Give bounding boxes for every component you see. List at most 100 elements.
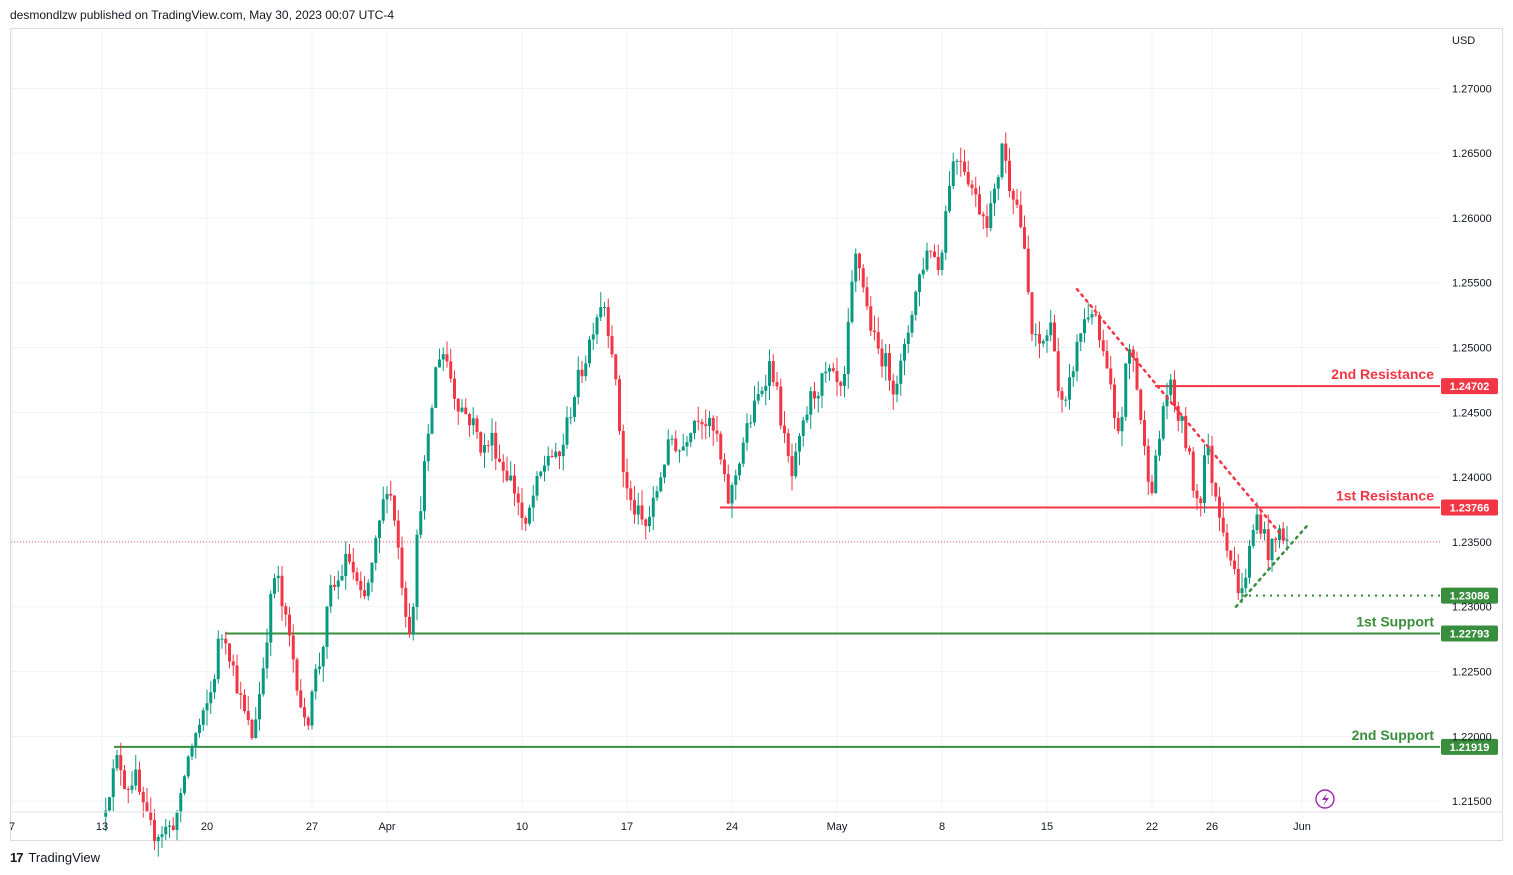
candle-body bbox=[1124, 363, 1128, 417]
candle-body bbox=[1068, 377, 1071, 400]
candle-body bbox=[1169, 379, 1173, 395]
candle-body bbox=[584, 363, 588, 377]
candle-body bbox=[318, 666, 321, 670]
candle-body bbox=[445, 354, 449, 362]
x-tick-label: 17 bbox=[621, 821, 633, 833]
footer-brand[interactable]: 17 TradingView bbox=[10, 850, 100, 865]
candle-body bbox=[381, 499, 385, 521]
candle-body bbox=[899, 360, 903, 384]
candle-body bbox=[366, 582, 370, 597]
candle-body bbox=[723, 459, 726, 475]
candle-body bbox=[104, 810, 108, 817]
candle-body bbox=[531, 495, 535, 508]
candle-body bbox=[325, 606, 329, 647]
candle-body bbox=[340, 576, 344, 581]
candle-body bbox=[554, 451, 558, 458]
candle-body bbox=[704, 424, 708, 427]
candle-body bbox=[1244, 577, 1248, 589]
candle-body bbox=[989, 203, 993, 229]
candle-body bbox=[1000, 143, 1004, 178]
candle-body bbox=[610, 336, 614, 355]
y-tick-label: 1.26500 bbox=[1452, 148, 1492, 160]
candle-body bbox=[1199, 498, 1203, 504]
x-tick-label: 15 bbox=[1041, 821, 1053, 833]
candle-body bbox=[914, 291, 918, 315]
candle-body bbox=[569, 417, 573, 419]
candle-body bbox=[415, 534, 419, 608]
candle-body bbox=[209, 692, 213, 704]
candle-body bbox=[475, 418, 479, 433]
candle-body bbox=[588, 339, 591, 364]
candle-body bbox=[944, 211, 948, 253]
candle-body bbox=[933, 251, 936, 257]
candle-body bbox=[411, 607, 415, 635]
candle-body bbox=[378, 520, 381, 539]
candle-body bbox=[1263, 529, 1266, 534]
candle-body bbox=[1038, 334, 1041, 344]
candle-body bbox=[655, 491, 659, 498]
candle-body bbox=[985, 216, 989, 229]
candle-body bbox=[138, 769, 141, 792]
y-tick-label: 1.25500 bbox=[1452, 278, 1492, 290]
trendline-layer bbox=[1075, 287, 1308, 608]
candle-body bbox=[273, 578, 276, 594]
candle-body bbox=[1176, 405, 1180, 421]
candle-body bbox=[385, 493, 389, 500]
candle-body bbox=[1083, 319, 1086, 334]
candle-body bbox=[558, 451, 561, 457]
candle-body bbox=[903, 343, 906, 361]
candle-body bbox=[160, 834, 164, 837]
candle-body bbox=[550, 455, 554, 458]
candle-body bbox=[940, 252, 944, 271]
candle-body bbox=[539, 471, 543, 476]
candle-body bbox=[363, 590, 366, 597]
candle-body bbox=[310, 691, 314, 726]
candle-body bbox=[1041, 341, 1045, 344]
candle-body bbox=[419, 511, 423, 535]
candle-body bbox=[1135, 358, 1139, 390]
tradingview-logo-icon: 17 bbox=[10, 850, 24, 865]
candle-body bbox=[595, 317, 599, 335]
candle-body bbox=[516, 493, 520, 503]
price-tag-text: 1.21919 bbox=[1450, 742, 1490, 754]
candle-body bbox=[1233, 560, 1236, 569]
candle-body bbox=[1030, 292, 1034, 335]
candle-body bbox=[719, 433, 723, 460]
candle-body bbox=[108, 797, 111, 811]
candle-body bbox=[858, 253, 861, 269]
candle-body bbox=[895, 383, 899, 395]
x-tick-label: 27 bbox=[306, 821, 318, 833]
price-tag bbox=[1441, 378, 1498, 395]
candle-body bbox=[779, 386, 783, 426]
candle-body bbox=[685, 442, 689, 447]
candle-body bbox=[936, 256, 940, 271]
candle-body bbox=[730, 485, 734, 504]
candle-body bbox=[280, 575, 284, 607]
candle-body bbox=[408, 616, 411, 635]
candle-body bbox=[798, 435, 801, 452]
axis-layer: 1.27000 1.26500 1.26000 1.25500 1.25000 1.245… bbox=[9, 83, 1502, 833]
candle-body bbox=[1214, 482, 1218, 497]
candle-body bbox=[494, 432, 498, 459]
candle-body bbox=[1015, 199, 1019, 205]
candle-body bbox=[786, 433, 790, 457]
candle-body bbox=[258, 694, 261, 720]
level-label: 1st Resistance bbox=[1336, 487, 1434, 503]
candle-body bbox=[1195, 490, 1199, 499]
candle-body bbox=[648, 516, 651, 527]
flash-icon[interactable] bbox=[1315, 789, 1335, 809]
candle-layer bbox=[104, 132, 1289, 857]
candle-body bbox=[1240, 588, 1244, 594]
candle-body bbox=[1206, 445, 1210, 456]
candle-body bbox=[1026, 248, 1030, 293]
candle-body bbox=[269, 593, 273, 643]
candle-body bbox=[970, 184, 974, 189]
candle-body bbox=[351, 561, 355, 573]
candle-body bbox=[460, 407, 464, 412]
candle-body bbox=[528, 507, 531, 524]
candle-body bbox=[734, 475, 738, 486]
y-tick-label: 1.22000 bbox=[1452, 731, 1492, 743]
candle-body bbox=[1109, 368, 1113, 385]
candle-body bbox=[1221, 517, 1225, 533]
